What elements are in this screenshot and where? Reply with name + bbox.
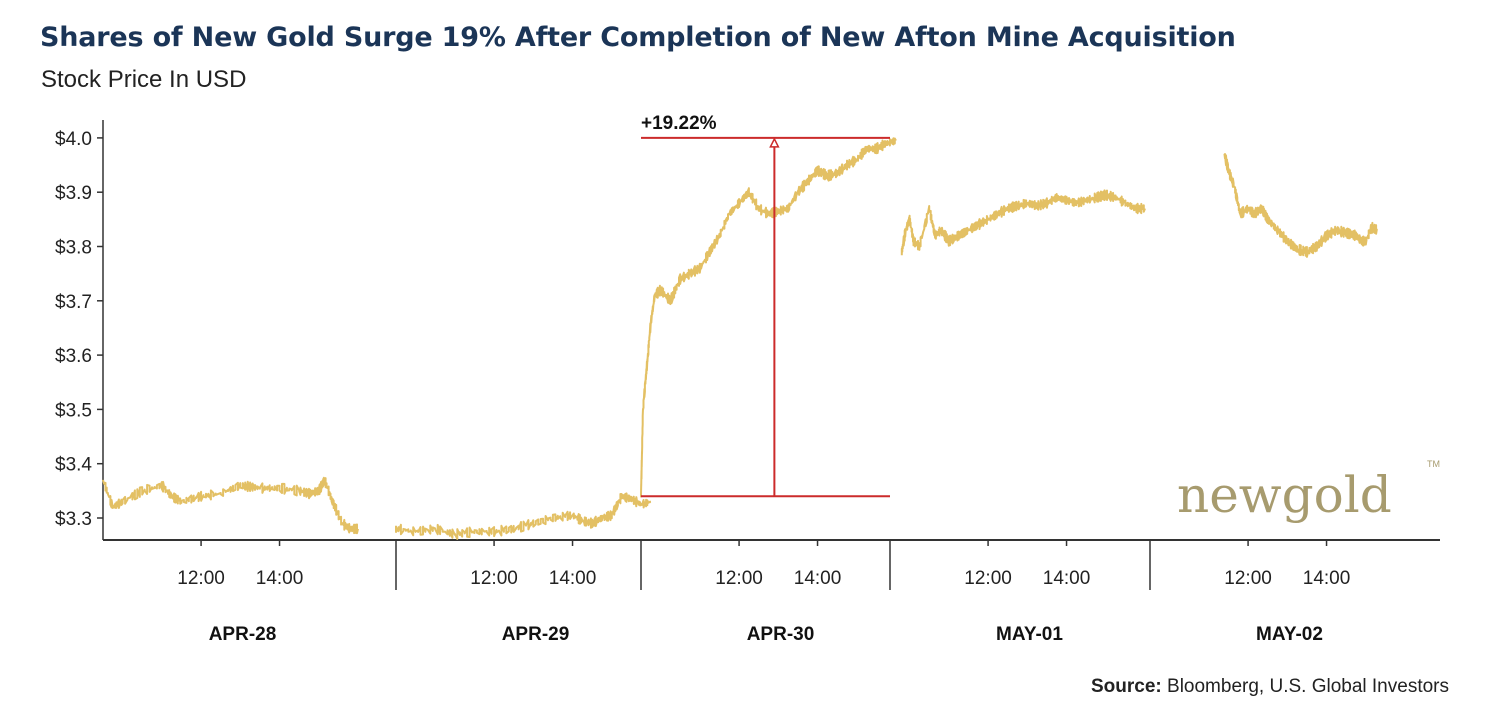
day-label: APR-29 xyxy=(502,624,570,645)
chart-title: Shares of New Gold Surge 19% After Compl… xyxy=(40,22,1236,53)
x-tick-label: 14:00 xyxy=(1043,568,1091,589)
price-line-may-01 xyxy=(900,189,1146,256)
y-axis: $3.3 $3.4 $3.5 $3.6 $3.7 $3.8 $3.9 $4.0 xyxy=(55,120,104,540)
x-tick-label: 14:00 xyxy=(549,568,597,589)
surge-label: +19.22% xyxy=(641,113,717,134)
day-label: APR-28 xyxy=(209,624,277,645)
source-label: Source: xyxy=(1091,676,1162,697)
newgold-logo: newgold TM xyxy=(1177,459,1440,524)
x-tick-label: 12:00 xyxy=(177,568,225,589)
x-tick-label: 14:00 xyxy=(256,568,304,589)
day-label: APR-30 xyxy=(747,624,815,645)
price-line-apr-28 xyxy=(102,476,359,535)
day-label: MAY-02 xyxy=(1256,624,1323,645)
x-tick-label: 14:00 xyxy=(794,568,842,589)
source-note: Source: Bloomberg, U.S. Global Investors xyxy=(1091,676,1449,698)
y-tick-label: $3.8 xyxy=(55,238,92,259)
price-series xyxy=(102,137,1378,540)
x-tick-label: 12:00 xyxy=(964,568,1012,589)
source-text: Bloomberg, U.S. Global Investors xyxy=(1161,676,1449,697)
x-tick-label: 12:00 xyxy=(1224,568,1272,589)
day-label: MAY-01 xyxy=(996,624,1063,645)
logo-wordmark: newgold xyxy=(1177,466,1392,524)
y-tick-label: $3.7 xyxy=(55,292,92,313)
price-line-apr-30 xyxy=(640,137,897,498)
y-tick-label: $3.6 xyxy=(55,346,92,367)
x-tick-label: 12:00 xyxy=(715,568,763,589)
price-line-may-02 xyxy=(1223,153,1378,258)
y-tick-label: $3.4 xyxy=(55,455,92,476)
y-tick-label: $3.5 xyxy=(55,400,92,421)
x-axis: 12:00 14:00 APR-28 12:00 14:00 APR-29 12:00 14:… xyxy=(103,539,1440,645)
logo-trademark: TM xyxy=(1427,459,1440,469)
x-tick-label: 14:00 xyxy=(1303,568,1351,589)
surge-annotation: +19.22% xyxy=(641,113,890,498)
chart-subtitle: Stock Price In USD xyxy=(41,66,247,93)
y-tick-label: $3.3 xyxy=(55,509,92,530)
price-line-apr-29 xyxy=(395,492,652,540)
surge-arrow-head xyxy=(769,137,780,148)
y-tick-label: $3.9 xyxy=(55,183,92,204)
y-tick-label: $4.0 xyxy=(55,129,92,150)
x-tick-label: 12:00 xyxy=(470,568,518,589)
